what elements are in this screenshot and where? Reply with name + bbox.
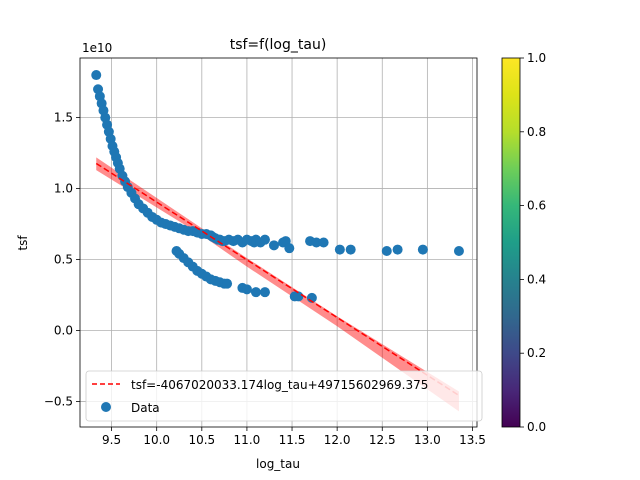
legend: tsf=-4067020033.174log_tau+49715602969.3… [85,370,483,422]
x-tick-label: 13.0 [414,433,441,447]
confidence-band-layer [96,157,459,412]
colorbar: 0.0 0.2 0.4 0.6 0.8 1.0 [501,51,546,434]
data-point [417,244,428,255]
plot-frame [79,57,478,428]
y-axis-ticks: −0.5 0.0 0.5 1.0 1.5 [44,111,80,408]
colorbar-tick-label: 0.2 [527,346,546,360]
x-tick-label: 9.5 [102,433,121,447]
data-point [392,244,403,255]
colorbar-tick-label: 0.6 [527,199,546,213]
data-point [91,70,102,81]
data-point [284,243,295,254]
colorbar-tick-label: 0.4 [527,272,546,286]
data-point [259,234,270,245]
y-tick-label: 0.0 [54,323,73,337]
y-tick-label: 0.5 [54,253,73,267]
legend-box [85,370,483,422]
x-tick-label: 12.5 [369,433,396,447]
x-tick-label: 12.0 [324,433,351,447]
data-point [222,278,233,289]
data-point [259,287,270,298]
colorbar-ticks: 0.0 0.2 0.4 0.6 0.8 1.0 [520,51,546,434]
x-tick-label: 10.0 [143,433,170,447]
chart-title: tsf=f(log_tau) [230,37,327,53]
colorbar-frame [501,57,521,428]
x-tick-label: 10.5 [188,433,215,447]
x-tick-label: 11.0 [234,433,261,447]
x-tick-label: 11.5 [279,433,306,447]
confidence-band [96,157,459,412]
grid-lines [80,58,477,427]
y-tick-label: 1.5 [54,111,73,125]
legend-fit-label: tsf=-4067020033.174log_tau+49715602969.3… [131,378,428,392]
y-tick-label: 1.0 [54,182,73,196]
data-point [345,244,356,255]
data-point [293,291,304,302]
data-point [334,244,345,255]
legend-data-swatch [101,402,111,412]
data-point [453,246,464,257]
colorbar-tick-label: 1.0 [527,51,546,65]
y-axis-label: tsf [16,235,30,251]
data-point [268,240,279,251]
x-axis-label: log_tau [256,457,300,471]
legend-data-label: Data [131,401,160,415]
data-point [250,287,261,298]
colorbar-tick-label: 0.8 [527,125,546,139]
data-point [318,237,329,248]
colorbar-gradient [502,58,520,427]
scatter-points [91,70,464,303]
colorbar-tick-label: 0.0 [527,420,546,434]
data-point [311,237,322,248]
data-point [381,246,392,257]
x-axis-ticks: 9.5 10.0 10.5 11.0 11.5 12.0 12.5 13.0 13.5 [102,427,486,447]
y-axis-offset-label: 1e10 [82,41,112,55]
data-point [241,284,252,295]
x-tick-label: 13.5 [459,433,486,447]
y-tick-label: −0.5 [44,394,73,408]
